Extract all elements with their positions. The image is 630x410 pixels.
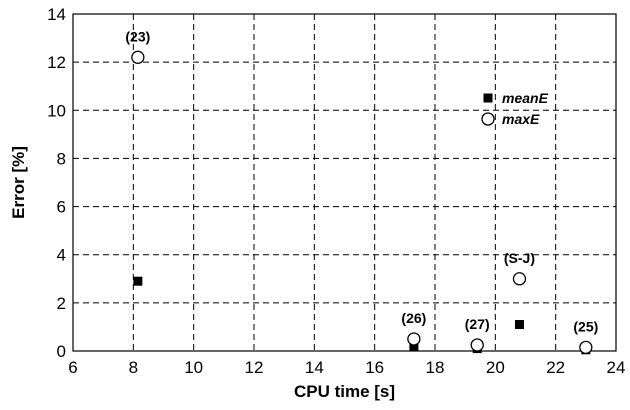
point-annotation: (26) [401, 310, 426, 326]
point-maxE [579, 340, 593, 355]
x-tick-label: 10 [184, 358, 203, 377]
point-annotation: (27) [465, 316, 490, 332]
legend-marker-maxE [481, 112, 495, 126]
x-tick-label: 8 [129, 358, 138, 377]
point-annotation: (25) [573, 318, 598, 334]
legend-marker-meanE [483, 93, 493, 103]
point-annotation: (S-J) [504, 250, 535, 266]
point-maxE [470, 338, 484, 352]
x-tick-label: 12 [245, 358, 264, 377]
point-annotations: (23) (26) (27) (S-J) (25) [125, 28, 598, 334]
grid-lines [73, 14, 616, 351]
y-tick-label: 4 [57, 246, 66, 265]
y-tick-label: 0 [57, 342, 66, 361]
x-tick-label: 22 [546, 358, 565, 377]
x-tick-label: 6 [68, 358, 77, 377]
x-tick-label: 16 [365, 358, 384, 377]
legend: meanE maxE [481, 90, 549, 127]
x-tick-label: 18 [426, 358, 445, 377]
data-points [131, 50, 593, 355]
y-tick-label: 12 [47, 53, 66, 72]
legend-label-meanE: meanE [502, 90, 549, 106]
point-meanE [409, 341, 419, 351]
point-meanE [133, 276, 143, 286]
y-tick-label: 2 [57, 294, 66, 313]
y-tick-label: 6 [57, 198, 66, 217]
plot-frame [72, 13, 617, 352]
point-annotation: (23) [125, 28, 150, 44]
y-tick-label: 14 [47, 5, 66, 24]
x-tick-label: 14 [305, 358, 324, 377]
y-axis-title: Error [%] [9, 146, 28, 219]
x-tick-label: 20 [486, 358, 505, 377]
legend-label-maxE: maxE [502, 111, 540, 127]
point-meanE [514, 320, 524, 330]
y-tick-label: 8 [57, 149, 66, 168]
point-maxE [407, 332, 421, 346]
point-maxE [512, 272, 527, 286]
x-axis-title: CPU time [s] [294, 382, 395, 401]
x-tick-label: 24 [607, 358, 626, 377]
y-tick-label: 10 [47, 101, 66, 120]
point-maxE [131, 50, 145, 64]
